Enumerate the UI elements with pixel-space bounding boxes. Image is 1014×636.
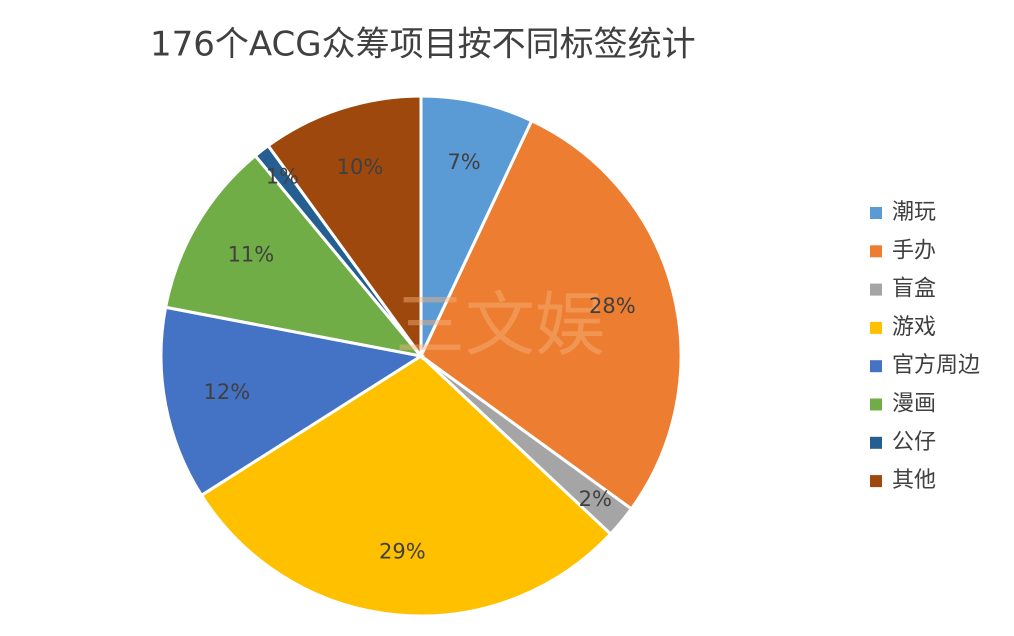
legend-swatch bbox=[870, 475, 882, 488]
legend-swatch bbox=[870, 283, 882, 296]
data-label: 1% bbox=[266, 164, 299, 188]
legend-label: 手办 bbox=[892, 238, 936, 263]
pie-slice bbox=[159, 305, 426, 498]
pie-slice bbox=[163, 153, 425, 359]
legend-swatch bbox=[870, 360, 882, 373]
pie-slice bbox=[419, 118, 683, 511]
chart-title: 176个ACG众筹项目按不同标签统计 bbox=[150, 25, 696, 65]
legend-label: 潮玩 bbox=[892, 200, 936, 225]
legend-label: 公仔 bbox=[892, 430, 936, 455]
legend-swatch bbox=[870, 436, 882, 449]
pie-slice bbox=[199, 354, 613, 618]
data-label: 12% bbox=[204, 380, 251, 404]
legend-label: 漫画 bbox=[892, 392, 936, 417]
data-label: 7% bbox=[447, 150, 480, 174]
pie-slice bbox=[419, 94, 534, 357]
data-label: 10% bbox=[337, 155, 384, 179]
legend-swatch bbox=[870, 398, 882, 411]
legend-swatch bbox=[870, 245, 882, 258]
legend-label: 其他 bbox=[892, 468, 936, 493]
data-label: 29% bbox=[379, 540, 426, 564]
legend-label: 游戏 bbox=[892, 315, 936, 340]
data-label: 28% bbox=[589, 294, 636, 318]
legend-swatch bbox=[870, 207, 882, 219]
data-label: 2% bbox=[579, 487, 612, 511]
pie-slice bbox=[266, 94, 423, 361]
data-label: 11% bbox=[228, 242, 275, 266]
legend-swatch bbox=[870, 321, 882, 334]
legend-label: 盲盒 bbox=[892, 277, 936, 302]
watermark: 三文娱 bbox=[395, 284, 605, 366]
legend-label: 官方周边 bbox=[892, 353, 980, 378]
